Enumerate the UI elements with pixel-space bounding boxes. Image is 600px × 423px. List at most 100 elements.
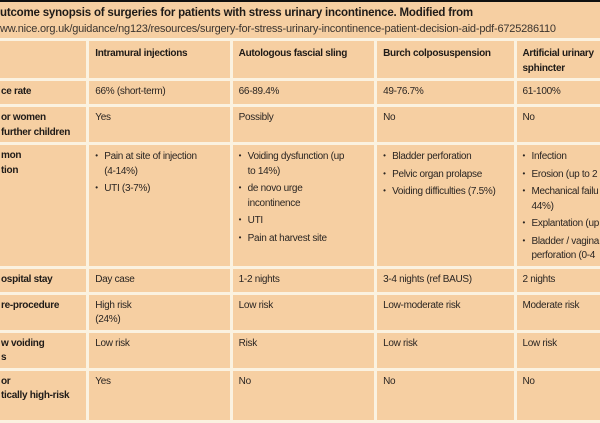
cell-text-line: re-procedure: [1, 299, 84, 314]
cell-text-line: ospital stay: [1, 273, 84, 288]
cell-text-line: No: [383, 111, 511, 126]
table-cell: Possibly: [233, 107, 374, 142]
table-cell: Low risk: [517, 333, 600, 368]
cell-text-line: mon: [1, 149, 84, 164]
column-header-cell: Burch colposuspension: [377, 41, 513, 78]
table-cell: No: [517, 107, 600, 142]
bullet-line: •Pain at harvest site: [239, 231, 372, 247]
table-cell: Yes: [89, 371, 229, 420]
cell-text-line: 3-4 nights (ref BAUS): [383, 273, 511, 288]
bullet-icon: •: [95, 181, 104, 196]
row-label-cell: ospital stay: [0, 269, 86, 292]
row-label-cell: re-procedure: [0, 295, 86, 330]
cell-text-line: 1-2 nights: [239, 273, 372, 288]
cell-text-line: (4-14%): [95, 165, 227, 180]
table-cell: Low risk: [233, 295, 374, 330]
cell-text-line: 66% (short-term): [95, 85, 227, 100]
bullet-line: •Explantation (up: [523, 216, 600, 232]
cell-text-line: Artificial urinary: [523, 47, 600, 62]
cell-text-line: 61-100%: [523, 85, 600, 100]
bullet-icon: •: [523, 184, 532, 199]
cell-text-line: (24%): [95, 313, 227, 328]
cell-text-line: 66-89.4%: [239, 85, 372, 100]
bullet-icon: •: [523, 149, 532, 164]
bullet-icon: •: [239, 231, 248, 246]
cell-text-line: Possibly: [239, 111, 372, 126]
bullet-line: •Infection: [523, 149, 600, 165]
bullet-line: •Pain at site of injection: [95, 149, 227, 165]
column-header-cell: Autologous fascial sling: [233, 41, 374, 78]
table-row: re-procedure High risk(24%) Low risk Low-mo…: [0, 295, 600, 330]
table-cell: No: [233, 371, 374, 420]
cell-text-line: Autologous fascial sling: [239, 47, 372, 62]
bullet-line: •Voiding difficulties (7.5%): [383, 184, 511, 200]
bullet-icon: •: [523, 167, 532, 182]
table-cell: 2 nights: [517, 269, 600, 292]
table-cell: Low risk: [377, 333, 513, 368]
cell-text-line: Low-moderate risk: [383, 299, 511, 314]
table-cell: No: [377, 107, 513, 142]
bullet-line: •Bladder / vagina: [523, 234, 600, 250]
cell-text-line: Day case: [95, 273, 227, 288]
table-cell: 66% (short-term): [89, 81, 229, 104]
bullet-icon: •: [239, 213, 248, 228]
cell-text-line: Low risk: [95, 337, 227, 352]
cell-text-line: Low risk: [239, 299, 372, 314]
cell-text-line: Yes: [95, 111, 227, 126]
table-cell: 49-76.7%: [377, 81, 513, 104]
table-cell: High risk(24%): [89, 295, 229, 330]
table-cell: •Bladder perforation •Pelvic organ prolap…: [377, 145, 513, 266]
cell-text-line: High risk: [95, 299, 227, 314]
source-url-text: ww.nice.org.uk/guidance/ng123/resources/…: [0, 22, 600, 37]
cell-text-line: Moderate risk: [523, 299, 600, 314]
bullet-line: •Erosion (up to 2: [523, 167, 600, 183]
cell-text-line: No: [383, 375, 511, 390]
bullet-line: •UTI (3-7%): [95, 181, 227, 197]
table-cell: Low-moderate risk: [377, 295, 513, 330]
bullet-line: •Voiding dysfunction (up: [239, 149, 372, 165]
bullet-icon: •: [523, 234, 532, 249]
cell-text-line: or women: [1, 111, 84, 126]
table-cell: •Infection •Erosion (up to 2•Mechanical f…: [517, 145, 600, 266]
table-row: ce rate 66% (short-term) 66-89.4% 49-76.7% 6…: [0, 81, 600, 104]
bullet-icon: •: [239, 149, 248, 164]
table-cell: Day case: [89, 269, 229, 292]
table-cell: Low risk: [89, 333, 229, 368]
cell-text-line: No: [523, 375, 600, 390]
cell-text-line: Low risk: [383, 337, 511, 352]
cell-text-line: tion: [1, 164, 84, 179]
cell-text-line: Burch colposuspension: [383, 47, 511, 62]
bullet-line: •Bladder perforation: [383, 149, 511, 165]
bullet-icon: •: [95, 149, 104, 164]
cell-text-line: 44%): [523, 200, 600, 215]
table-cell: No: [517, 371, 600, 420]
bullet-line: •Pelvic organ prolapse: [383, 167, 511, 183]
bullet-icon: •: [383, 184, 392, 199]
bullet-icon: •: [239, 181, 248, 196]
cell-text-line: perforation (0-4: [523, 249, 600, 264]
cell-text-line: Intramural injections: [95, 47, 227, 62]
cell-text-line: Yes: [95, 375, 227, 390]
cell-text-line: s: [1, 351, 84, 366]
row-label-cell: ce rate: [0, 81, 86, 104]
bullet-icon: •: [383, 149, 392, 164]
cell-text-line: further children: [1, 126, 84, 141]
table-cell: 61-100%: [517, 81, 600, 104]
table-cell: 1-2 nights: [233, 269, 374, 292]
cell-text-line: sphincter: [523, 62, 600, 77]
table-cell: No: [377, 371, 513, 420]
cell-text-line: Risk: [239, 337, 372, 352]
table-cell: Risk: [233, 333, 374, 368]
bullet-line: •de novo urge: [239, 181, 372, 197]
corner-header-cell: [0, 41, 86, 78]
bullet-line: •Mechanical failu: [523, 184, 600, 200]
cell-text-line: 49-76.7%: [383, 85, 511, 100]
table-cell: •Pain at site of injection(4-14%)•UTI (3…: [89, 145, 229, 266]
